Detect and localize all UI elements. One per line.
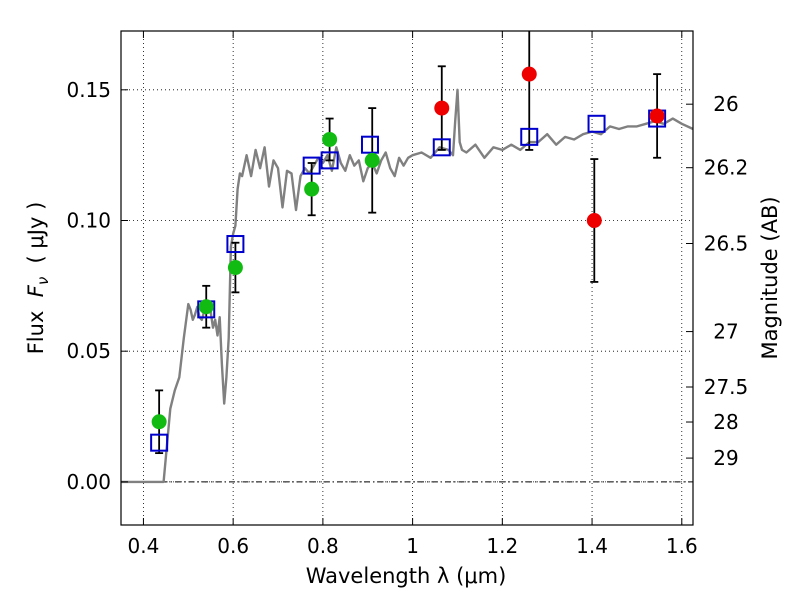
y-axis-title-symbol: F (24, 284, 48, 297)
grid (121, 31, 693, 525)
y2-tick-label: 26.2 (704, 156, 749, 180)
y-tick-label: 0.05 (66, 339, 111, 363)
infrared-photometry-point (521, 66, 537, 82)
x-tick-label: 1 (406, 534, 419, 558)
x-tick-label: 1.4 (576, 534, 608, 558)
y2-tick-label: 27 (713, 320, 738, 344)
y2-axis-title: Magnitude (AB) (758, 196, 782, 359)
model-photometry-square (150, 433, 169, 452)
model-photometry-square (320, 151, 339, 170)
axis-ticks: 0.4 0.6 0.8 1 1.2 1.4 1.6 0.00 0.05 0.10 0.15 26 26.… (66, 31, 748, 558)
y-tick-label: 0.10 (66, 208, 111, 232)
plot-area (121, 31, 693, 484)
optical-photometry-point (364, 152, 380, 168)
infrared-photometry-point (586, 212, 602, 228)
y-axis-title-subscript: ν (34, 277, 52, 285)
plot-frame (120, 30, 694, 526)
x-tick-label: 0.4 (128, 534, 160, 558)
x-tick-label: 1.2 (486, 534, 518, 558)
model-photometry-square (520, 127, 539, 146)
model-photometry-square (226, 235, 245, 254)
model-photometry-square (360, 135, 379, 154)
optical-photometry-point (322, 131, 338, 147)
x-tick-label: 1.6 (666, 534, 698, 558)
optical-photometry-point (304, 181, 320, 197)
optical-photometry-point (198, 299, 214, 315)
y-axis-title: Flux Fν ( μJy ) (24, 202, 52, 355)
model-photometry-square (432, 138, 451, 157)
infrared-photometry-point (434, 100, 450, 116)
optical-photometry-point (227, 260, 243, 276)
x-tick-label: 0.8 (307, 534, 339, 558)
y2-tick-label: 28 (713, 410, 738, 434)
model-photometry-square (302, 156, 321, 175)
y-tick-label: 0.00 (66, 470, 111, 494)
infrared-photometry-point (649, 108, 665, 124)
y2-tick-label: 29 (713, 446, 738, 470)
model-photometry-square (587, 114, 606, 133)
x-axis-title: Wavelength λ (μm) (306, 564, 507, 588)
y2-tick-label: 26.5 (704, 231, 749, 255)
optical-photometry-point (151, 414, 167, 430)
y-tick-label: 0.15 (66, 78, 111, 102)
x-tick-label: 0.6 (217, 534, 249, 558)
y-axis-title-suffix: ( μJy ) (24, 202, 48, 277)
y2-tick-label: 26 (713, 92, 738, 116)
y-axis-title-prefix: Flux (24, 297, 48, 354)
y2-tick-label: 27.5 (704, 375, 749, 399)
